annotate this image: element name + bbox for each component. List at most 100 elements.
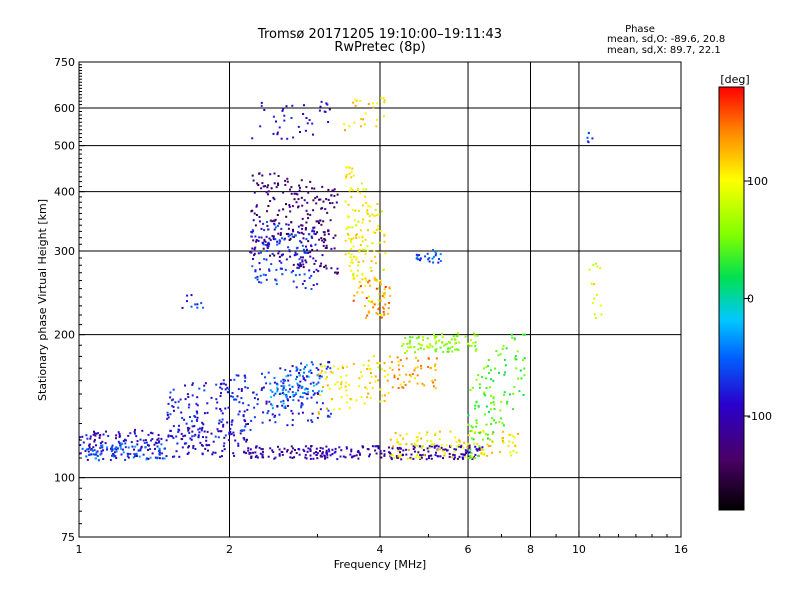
data-point [395,455,398,458]
data-point [252,179,255,182]
phase-o-stats: mean, sd,O: -89.6, 20.8 [607,34,725,45]
data-point [478,431,481,434]
data-point [251,247,254,250]
data-point [104,442,107,445]
data-point [169,413,172,416]
data-point [522,359,524,362]
data-point [220,455,223,458]
data-point [269,239,272,242]
data-point [193,425,196,428]
data-point [271,220,274,223]
data-point [291,365,294,368]
data-point [210,396,213,399]
data-point [287,374,290,377]
data-point [307,390,310,393]
data-point [451,350,454,353]
data-point [423,454,426,456]
data-point [86,437,89,440]
data-point [301,396,304,399]
data-point [371,445,374,448]
data-point [308,276,311,279]
data-point [397,387,400,389]
data-point [273,381,276,384]
data-point [345,173,348,176]
data-point [301,385,304,388]
data-point [192,446,195,449]
data-point [456,335,459,338]
data-point [393,374,396,377]
data-point [366,448,369,450]
data-point [418,445,421,448]
data-point [249,452,252,455]
data-point [254,224,257,227]
data-point [382,269,385,271]
data-point [144,439,147,442]
data-point [381,368,383,371]
data-point [419,454,422,456]
data-point [304,227,307,229]
data-point [258,172,261,175]
data-point [435,336,438,338]
data-point [161,457,164,460]
data-point [264,274,267,277]
data-point [439,260,442,262]
data-point [282,253,284,256]
data-point [194,415,197,418]
data-point [308,119,311,121]
data-point [259,274,262,277]
data-point [365,202,368,204]
data-point [265,400,268,403]
data-point [243,429,246,432]
data-point [511,336,514,339]
data-point [510,333,513,336]
data-point [224,407,227,410]
data-point [281,451,284,453]
data-point [93,449,96,452]
data-point [95,451,98,454]
data-point [476,449,479,452]
data-point [470,425,473,428]
data-point [513,357,516,360]
data-point [205,439,208,442]
data-point [196,420,198,422]
data-point [399,359,402,362]
data-point [365,279,368,282]
data-point [432,381,435,384]
data-point [298,184,301,187]
data-point [340,396,343,399]
data-point [412,448,415,450]
data-point [302,113,305,115]
data-point [160,443,163,446]
grid-lines [78,61,682,537]
data-point [439,346,442,349]
data-point [282,382,285,385]
data-point [271,449,274,452]
data-point [306,450,309,453]
data-point [279,240,282,243]
data-point [360,371,363,374]
data-point [376,362,379,365]
data-point [485,377,488,380]
data-point [394,432,397,434]
data-point [478,445,481,448]
data-point [257,252,260,255]
data-point [322,241,325,244]
data-point [413,369,416,372]
data-point [378,251,381,254]
data-point [375,312,378,315]
data-point [329,202,331,205]
data-point [135,455,138,457]
data-point [292,393,295,396]
data-point [102,433,105,436]
data-point [388,286,391,289]
data-point [446,350,449,353]
data-point [321,207,324,210]
data-point [351,209,354,211]
data-point [82,441,85,444]
data-point [250,455,253,458]
data-point [203,430,206,433]
data-point [233,398,236,401]
data-point [390,458,393,461]
data-point [364,277,367,280]
data-point [363,123,366,126]
